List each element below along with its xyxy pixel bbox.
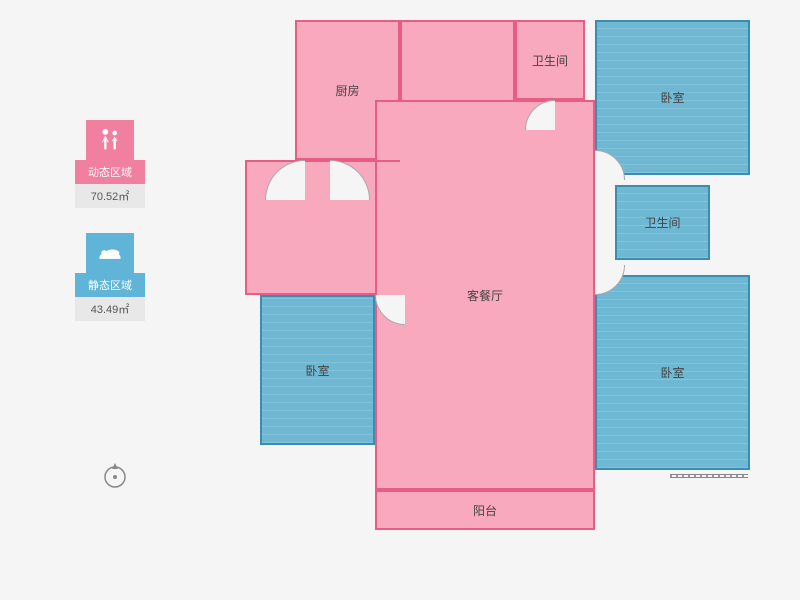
legend-dynamic-label: 动态区域: [75, 160, 145, 184]
floorplan: 厨房卫生间卧室客餐厅卫生间卧室卧室阳台: [245, 20, 760, 530]
door-arc: [375, 295, 405, 325]
legend-static: 静态区域 43.49㎡: [75, 233, 145, 321]
room-label-bathroom2: 卫生间: [644, 214, 680, 231]
border-seam: [245, 160, 247, 295]
room-label-bedroom_sw: 卧室: [305, 362, 329, 379]
door-arc: [595, 265, 625, 295]
sleep-icon: [86, 233, 134, 273]
border-seam: [513, 20, 515, 102]
legend-panel: 动态区域 70.52㎡ 静态区域 43.49㎡: [75, 120, 145, 346]
door-arc: [525, 100, 555, 130]
room-living_ext2: [400, 20, 515, 100]
door-arc: [265, 160, 305, 200]
room-label-bathroom1: 卫生间: [532, 52, 568, 69]
room-bathroom1: 卫生间: [515, 20, 585, 100]
people-icon: [86, 120, 134, 160]
room-balcony: 阳台: [375, 490, 595, 530]
balcony-railing: [670, 474, 748, 478]
room-label-bedroom_se: 卧室: [660, 364, 684, 381]
room-label-balcony: 阳台: [473, 502, 497, 519]
room-bedroom_sw: 卧室: [260, 295, 375, 445]
door-arc: [330, 160, 370, 200]
room-label-living: 客餐厅: [467, 287, 503, 304]
room-bathroom2: 卫生间: [615, 185, 710, 260]
border-seam: [245, 293, 377, 295]
room-living: 客餐厅: [375, 100, 595, 490]
legend-dynamic-value: 70.52㎡: [75, 184, 145, 208]
compass-icon: [100, 460, 130, 490]
legend-static-value: 43.49㎡: [75, 297, 145, 321]
border-seam: [400, 20, 402, 102]
room-bedroom_se: 卧室: [595, 275, 750, 470]
room-label-bedroom_ne: 卧室: [660, 89, 684, 106]
door-arc: [595, 150, 625, 180]
legend-dynamic: 动态区域 70.52㎡: [75, 120, 145, 208]
room-label-kitchen: 厨房: [335, 82, 359, 99]
border-seam: [400, 20, 515, 22]
legend-static-label: 静态区域: [75, 273, 145, 297]
